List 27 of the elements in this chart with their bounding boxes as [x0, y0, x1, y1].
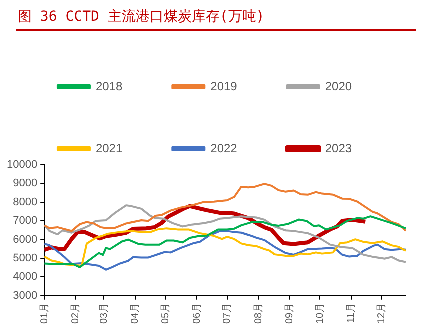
y-tick-label: 7000 [13, 215, 38, 228]
chart-title: 图 36 CCTD 主流港口煤炭库存(万吨) [16, 0, 416, 31]
legend-label: 2018 [96, 79, 123, 94]
y-tick-label: 5000 [13, 252, 38, 265]
x-tick-label: 11月 [346, 302, 358, 324]
legend-label: 2020 [325, 79, 352, 94]
x-tick-label: 09月 [284, 302, 296, 324]
x-tick-label: 01月 [39, 302, 50, 324]
y-tick-label: 10000 [6, 159, 38, 172]
x-tick-label: 04月 [130, 302, 142, 324]
legend-label: 2022 [210, 141, 238, 156]
x-tick-label: 02月 [70, 302, 82, 324]
x-tick-label: 06月 [192, 302, 203, 324]
x-tick-label: 05月 [160, 302, 172, 324]
y-tick-label: 3000 [13, 290, 38, 302]
legend-label: 2019 [210, 79, 238, 94]
y-tick-label: 6000 [13, 234, 38, 246]
legend-label: 2021 [96, 141, 123, 156]
x-tick-label: 03月 [98, 302, 110, 324]
y-tick-label: 8000 [13, 196, 38, 208]
legend-label: 2023 [325, 141, 352, 156]
y-tick-label: 9000 [13, 178, 38, 190]
x-tick-label: 12月 [376, 302, 388, 324]
y-tick-label: 4000 [13, 271, 38, 284]
x-tick-label: 08月 [253, 302, 264, 324]
x-tick-label: 07月 [222, 302, 234, 324]
x-tick-label: 10月 [314, 302, 326, 324]
